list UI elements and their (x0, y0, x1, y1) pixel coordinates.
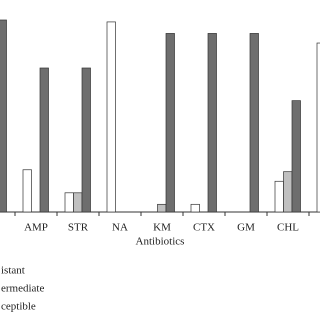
bar (39, 67, 49, 213)
x-tick-label: CTX (193, 222, 215, 234)
bar (291, 100, 301, 213)
legend-label: ceptible (1, 301, 36, 313)
x-tick-label: KM (153, 222, 171, 234)
x-tick-label: STR (68, 222, 89, 234)
bar (165, 33, 175, 213)
x-axis-title: Antibiotics (136, 236, 185, 248)
x-tick-label: AMP (24, 222, 48, 234)
bar (64, 192, 74, 213)
bar (0, 19, 7, 213)
legend-label: ermediate (1, 283, 44, 295)
bar (316, 42, 320, 213)
bar (190, 203, 200, 213)
bar (249, 33, 259, 213)
bar (274, 180, 284, 213)
bar (283, 171, 293, 213)
bar (22, 169, 32, 213)
bar (73, 192, 83, 213)
x-tick-label: CHL (277, 222, 299, 234)
bar (81, 67, 91, 213)
x-tick-label: NA (112, 222, 128, 234)
legend-label: istant (1, 265, 25, 277)
bar (207, 33, 217, 213)
x-tick-label: GM (237, 222, 255, 234)
bar (106, 21, 116, 213)
bar (157, 203, 167, 213)
